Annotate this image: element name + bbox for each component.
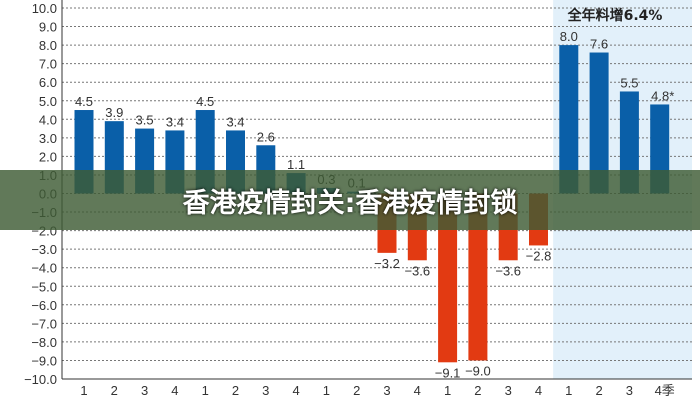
data-label: 4.5 (75, 94, 93, 109)
data-label: −2.8 (526, 248, 552, 263)
bar (438, 193, 458, 363)
data-label: −9.0 (465, 363, 491, 378)
data-label: −3.2 (374, 256, 400, 271)
annotation: 全年料增6.4% (567, 7, 663, 24)
data-label: 8.0 (560, 29, 578, 44)
bar (619, 91, 639, 194)
y-tick-label: −4.0 (31, 261, 57, 276)
x-tick-label: 4 (171, 383, 178, 398)
x-tick-label: 3 (505, 383, 512, 398)
data-label: 4.8* (651, 88, 674, 103)
x-tick-label: 4 (535, 383, 542, 398)
x-tick-label: 2 (353, 383, 360, 398)
data-label: −3.6 (495, 263, 521, 278)
x-tick-label: 1 (323, 383, 330, 398)
y-tick-label: 2.0 (39, 149, 57, 164)
x-tick-label: 4 (292, 383, 299, 398)
x-tick-label: 3 (262, 383, 269, 398)
data-label: 3.9 (105, 105, 123, 120)
data-label: −3.6 (404, 263, 430, 278)
bar (468, 193, 488, 361)
data-label: 4.5 (196, 94, 214, 109)
x-tick-label: 1 (202, 383, 209, 398)
data-label: 7.6 (590, 37, 608, 52)
x-tick-label: 1 (444, 383, 451, 398)
y-tick-label: 6.0 (39, 75, 57, 90)
data-label: −9.1 (435, 365, 461, 380)
y-tick-label: −6.0 (31, 298, 57, 313)
y-tick-label: 9.0 (39, 20, 57, 35)
y-tick-label: 7.0 (39, 57, 57, 72)
y-tick-label: 8.0 (39, 38, 57, 53)
y-tick-label: 5.0 (39, 94, 57, 109)
y-tick-label: 10.0 (32, 1, 57, 16)
y-tick-label: −3.0 (31, 242, 57, 257)
data-label: 3.4 (226, 114, 244, 129)
x-tick-label: 2 (474, 383, 481, 398)
x-tick-label: 4 (414, 383, 421, 398)
banner-text: 香港疫情封关:香港疫情封锁 (182, 187, 518, 219)
x-tick-label: 4季 (655, 383, 675, 398)
data-label: 3.4 (166, 114, 184, 129)
x-tick-label: 1 (565, 383, 572, 398)
data-label: 1.1 (287, 157, 305, 172)
y-tick-label: −7.0 (31, 316, 57, 331)
x-tick-label: 2 (111, 383, 118, 398)
title-banner: 香港疫情封关:香港疫情封锁 (0, 170, 700, 230)
x-tick-label: 1 (80, 383, 87, 398)
bar (559, 45, 579, 194)
data-label: 5.5 (620, 75, 638, 90)
y-tick-label: −8.0 (31, 335, 57, 350)
x-tick-label: 3 (383, 383, 390, 398)
x-tick-label: 2 (595, 383, 602, 398)
y-tick-label: −9.0 (31, 353, 57, 368)
x-tick-label: 2 (232, 383, 239, 398)
y-tick-label: −5.0 (31, 279, 57, 294)
data-label: 2.6 (257, 129, 275, 144)
data-label: 3.5 (136, 113, 154, 128)
y-tick-label: 3.0 (39, 131, 57, 146)
bar (589, 52, 609, 194)
x-tick-label: 3 (626, 383, 633, 398)
x-tick-label: 3 (141, 383, 148, 398)
y-tick-label: 4.0 (39, 112, 57, 127)
y-tick-label: −10.0 (24, 372, 57, 387)
